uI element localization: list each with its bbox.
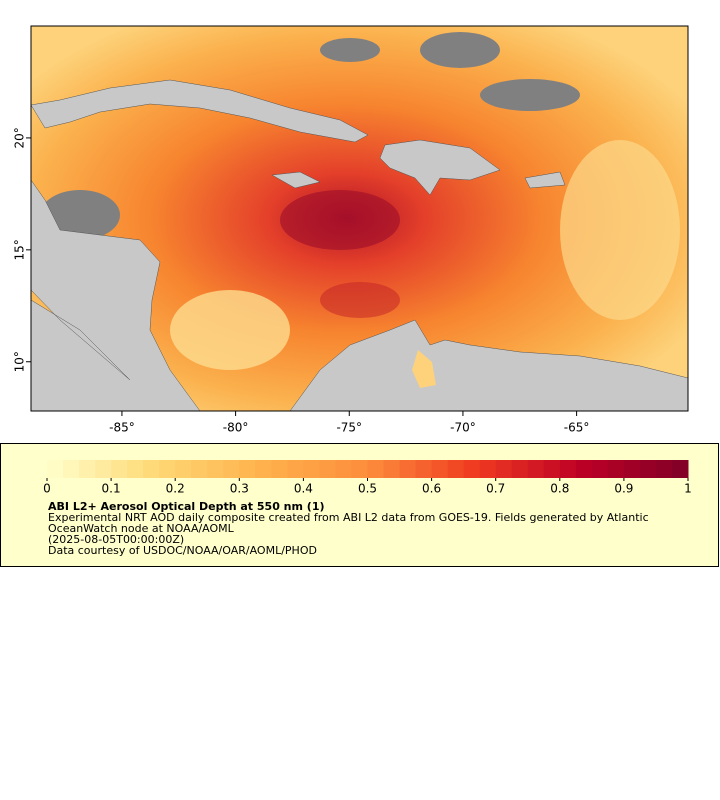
colorbar-swatch [543,460,561,478]
colorbar-swatch [447,460,465,478]
land-south-america [289,319,688,411]
colorbar-tick-label: 0.7 [486,482,505,496]
legend-line: Experimental NRT AOD daily composite cre… [48,511,649,524]
colorbar-swatch [655,460,673,478]
x-tick-label: -85° [109,421,135,435]
colorbar-swatch [399,460,417,478]
colorbar-tick-label: 0.5 [358,482,377,496]
colorbar-swatch [175,460,192,478]
no-data [420,32,500,68]
colorbar-swatch [271,460,288,478]
colorbar-swatch [575,460,593,478]
colorbar-swatch [79,460,96,478]
aod-hotspot [320,282,400,318]
colorbar-swatch [623,460,641,478]
x-tick-label: -70° [450,421,476,435]
aod-low [170,290,290,370]
land-jamaica [271,171,321,189]
legend-title: ABI L2+ Aerosol Optical Depth at 550 nm … [48,500,325,513]
map-frame [30,25,689,412]
no-data [40,190,120,240]
colorbar-swatch [463,460,481,478]
map-image [31,26,688,411]
colorbar-swatch [431,460,449,478]
colorbar-tick-label: 0.3 [230,482,249,496]
colorbar-swatch [495,460,513,478]
x-tick-label: -65° [564,421,590,435]
colorbar-swatch [95,460,112,478]
colorbar-tick-label: 1 [684,482,692,496]
colorbar-swatch [527,460,545,478]
colorbar-swatch [479,460,497,478]
land-central-america [31,179,201,411]
colorbar-swatch [607,460,625,478]
colorbar-swatch [127,460,144,478]
no-data [480,79,580,111]
aod-hotspot [280,190,400,250]
colorbar-swatch [111,460,128,478]
colorbar-tick-label: 0.1 [102,482,121,496]
colorbar-tick-label: 0.2 [166,482,185,496]
colorbar-tick-label: 0.8 [550,482,569,496]
colorbar-swatch [319,460,336,478]
land-hispaniola [379,139,501,196]
no-data [320,38,380,62]
legend-line: (2025-08-05T00:00:00Z) [48,533,184,546]
aod-low [560,140,680,320]
legend-line: Data courtesy of USDOC/NOAA/OAR/AOML/PHO… [48,544,317,557]
colorbar-swatch [671,460,689,478]
colorbar-swatch [351,460,368,478]
x-tick-label: -75° [336,421,362,435]
colorbar-swatch [303,460,320,478]
colorbar-swatch [415,460,433,478]
colorbar-swatch [287,460,304,478]
y-tick-label: 20° [13,127,27,148]
colorbar-swatch [383,460,401,478]
colorbar-swatch [335,460,352,478]
colorbar-swatch [591,460,609,478]
colorbar-swatch [223,460,240,478]
colorbar-swatch [47,460,64,478]
colorbar-tick-label: 0 [43,482,51,496]
colorbar-tick-label: 0.6 [422,482,441,496]
colorbar-tick-label: 0.4 [294,482,313,496]
y-tick-label: 10° [13,351,27,372]
colorbar-swatch [191,460,208,478]
colorbar-swatch [63,460,80,478]
legend-line: OceanWatch node at NOAA/AOML [48,522,235,535]
y-tick-label: 15° [13,239,27,260]
lake-maracaibo [412,350,436,388]
land-puerto-rico [524,171,566,189]
colorbar-swatch [511,460,529,478]
colorbar-tick-label: 0.9 [614,482,633,496]
colorbar-swatch [143,460,160,478]
colorbar-swatch [159,460,176,478]
colorbar-swatch [239,460,256,478]
colorbar-swatch [639,460,657,478]
colorbar-swatch [559,460,577,478]
colorbar-swatch [255,460,272,478]
colorbar-swatch [367,460,385,478]
x-tick-label: -80° [223,421,249,435]
colorbar-swatch [207,460,224,478]
land-cuba [31,79,369,143]
